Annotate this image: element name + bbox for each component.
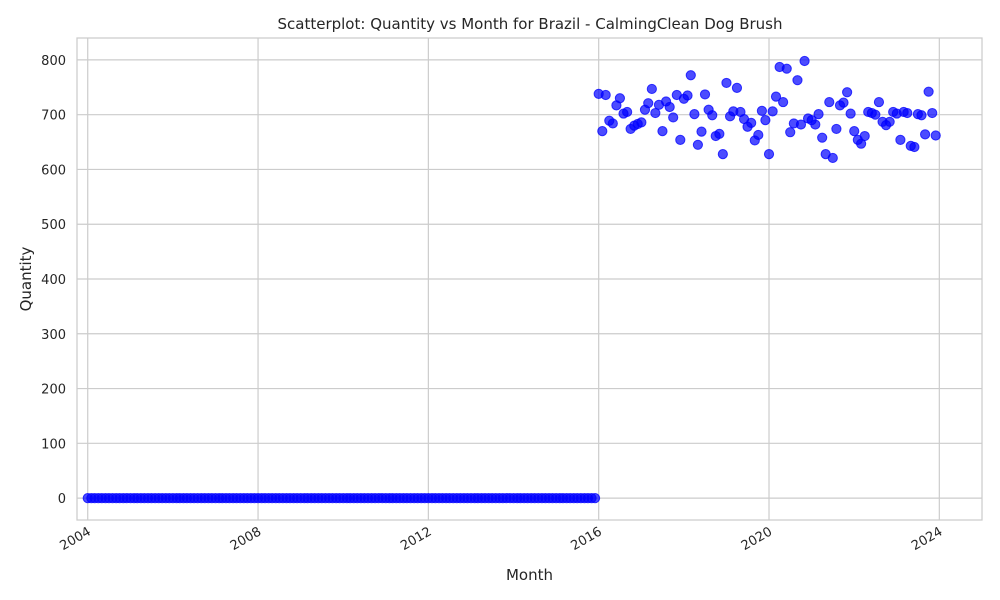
data-point xyxy=(845,108,856,119)
y-axis-tick-labels: 0 100 200 300 400 500 600 700 800 xyxy=(41,54,66,507)
y-tick-label: 600 xyxy=(41,163,66,178)
data-points xyxy=(82,55,941,504)
data-point xyxy=(685,70,696,81)
y-tick-label: 0 xyxy=(58,492,66,507)
data-point xyxy=(813,109,824,120)
data-point xyxy=(717,149,728,160)
data-point xyxy=(902,107,913,119)
data-point xyxy=(909,141,920,153)
data-point xyxy=(622,106,633,118)
data-point xyxy=(589,492,601,504)
grid-lines xyxy=(77,38,982,520)
data-point xyxy=(597,126,608,137)
data-point xyxy=(778,96,789,108)
y-tick-label: 200 xyxy=(41,383,66,398)
data-point xyxy=(689,109,700,120)
data-point xyxy=(838,97,849,108)
data-point xyxy=(607,118,618,129)
data-point xyxy=(707,110,718,121)
data-point xyxy=(849,126,860,137)
data-point xyxy=(692,139,703,150)
data-point xyxy=(668,112,679,123)
data-point xyxy=(916,110,927,121)
data-point xyxy=(799,55,810,67)
data-point xyxy=(746,117,757,128)
data-point xyxy=(792,75,803,86)
y-tick-label: 800 xyxy=(41,54,66,69)
data-point xyxy=(699,89,711,100)
data-point xyxy=(767,106,778,117)
plot-area-frame xyxy=(76,37,983,521)
data-point xyxy=(657,126,668,137)
data-point xyxy=(756,105,767,116)
data-point xyxy=(600,89,611,101)
data-point xyxy=(873,96,885,108)
data-point xyxy=(884,116,895,127)
data-point xyxy=(895,134,906,145)
data-point xyxy=(646,83,657,95)
x-axis-label: Month xyxy=(506,566,553,584)
data-point xyxy=(781,63,792,74)
data-point xyxy=(930,130,941,141)
data-point xyxy=(795,119,807,130)
data-point xyxy=(664,101,675,113)
data-point xyxy=(810,119,821,130)
data-point xyxy=(636,117,647,128)
data-point xyxy=(675,134,686,145)
chart-title: Scatterplot: Quantity vs Month for Brazi… xyxy=(278,15,783,33)
data-point xyxy=(731,82,743,93)
y-axis-label: Quantity xyxy=(17,246,35,311)
data-point xyxy=(643,98,654,109)
data-point xyxy=(763,149,775,160)
data-point xyxy=(682,90,693,101)
data-point xyxy=(785,127,796,138)
data-point xyxy=(920,129,931,140)
y-tick-label: 400 xyxy=(41,273,66,288)
data-point xyxy=(831,123,842,135)
data-point xyxy=(859,130,870,142)
data-point xyxy=(927,107,938,119)
data-point xyxy=(714,128,725,139)
data-point xyxy=(817,132,828,143)
data-point xyxy=(770,91,782,102)
data-point xyxy=(842,87,853,98)
data-point xyxy=(753,129,764,141)
data-point xyxy=(923,86,934,97)
y-tick-label: 100 xyxy=(41,437,66,452)
data-point xyxy=(870,109,881,120)
data-point xyxy=(760,115,771,126)
data-point xyxy=(827,152,838,164)
data-point xyxy=(824,96,835,108)
data-point xyxy=(614,93,626,104)
data-point xyxy=(650,107,661,119)
y-tick-label: 500 xyxy=(41,218,66,233)
data-point xyxy=(721,77,732,89)
y-tick-label: 700 xyxy=(41,109,66,124)
y-tick-label: 300 xyxy=(41,328,66,343)
data-point xyxy=(696,126,707,137)
